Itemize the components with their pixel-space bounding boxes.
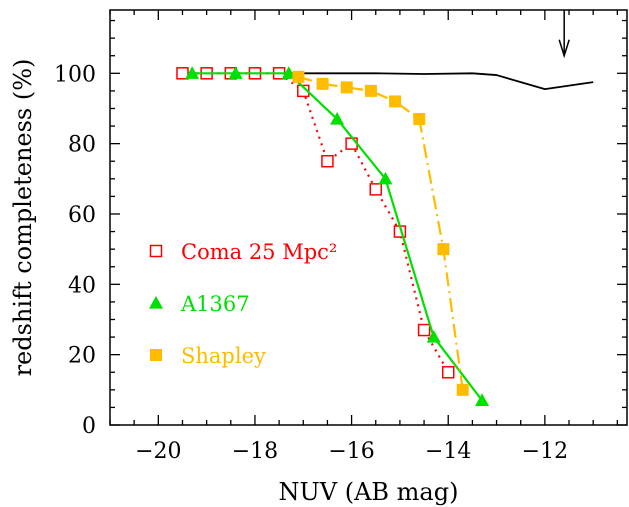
legend-marker xyxy=(150,349,162,361)
series-coma-25-mpc- xyxy=(176,67,455,379)
legend-item: Shapley xyxy=(150,344,266,368)
x-axis-label: NUV (AB mag) xyxy=(279,478,459,506)
legend: Coma 25 Mpc² A1367 Shapley xyxy=(149,240,337,368)
plot-frame xyxy=(109,9,628,426)
data-point xyxy=(176,67,189,80)
data-point xyxy=(364,84,377,97)
series-completeness-line xyxy=(279,72,594,91)
y-tick-label: 0 xyxy=(82,414,96,439)
data-point xyxy=(292,70,305,83)
legend-item: Coma 25 Mpc² xyxy=(149,240,337,264)
data-point xyxy=(340,81,353,94)
data-point xyxy=(330,112,345,125)
data-point xyxy=(426,330,441,343)
data-point xyxy=(413,113,426,126)
legend-marker xyxy=(149,296,163,309)
series-layer xyxy=(176,10,594,406)
series-line xyxy=(182,72,450,373)
series-line xyxy=(279,72,594,91)
data-point xyxy=(441,365,455,379)
x-tick-label: −20 xyxy=(135,439,181,464)
y-tick-label: 20 xyxy=(68,344,96,369)
series-shapley xyxy=(292,70,469,396)
data-point xyxy=(281,66,296,79)
x-tick-label: −18 xyxy=(232,439,278,464)
y-tick-label: 60 xyxy=(68,203,96,228)
data-point xyxy=(321,154,334,168)
data-point xyxy=(456,383,469,396)
limit-arrow-head xyxy=(558,39,570,59)
axes: −20 −18 −16 −14 −12 0 20 40 60 80 100 xyxy=(54,9,628,464)
y-tick-label: 80 xyxy=(68,133,96,158)
data-point xyxy=(228,66,243,79)
data-point xyxy=(389,95,402,108)
x-tick-label: −14 xyxy=(425,439,471,464)
data-point xyxy=(369,183,382,196)
y-tick-label: 40 xyxy=(68,273,96,298)
data-point xyxy=(475,393,490,406)
data-point xyxy=(378,171,393,185)
y-axis-label: redshift completeness (%) xyxy=(9,59,37,377)
legend-label: A1367 xyxy=(180,292,250,316)
legend-label: Shapley xyxy=(181,344,266,368)
legend-marker xyxy=(149,244,163,258)
data-point xyxy=(345,137,358,150)
data-point xyxy=(417,323,431,337)
data-point xyxy=(185,66,200,79)
data-point xyxy=(437,243,450,256)
y-tick-label: 100 xyxy=(54,62,96,87)
x-tick-label: −12 xyxy=(522,439,568,464)
series-a1367 xyxy=(185,66,490,406)
legend-item: A1367 xyxy=(149,292,250,316)
data-point xyxy=(316,77,329,90)
x-tick-label: −16 xyxy=(328,439,374,464)
legend-label: Coma 25 Mpc² xyxy=(181,240,337,264)
